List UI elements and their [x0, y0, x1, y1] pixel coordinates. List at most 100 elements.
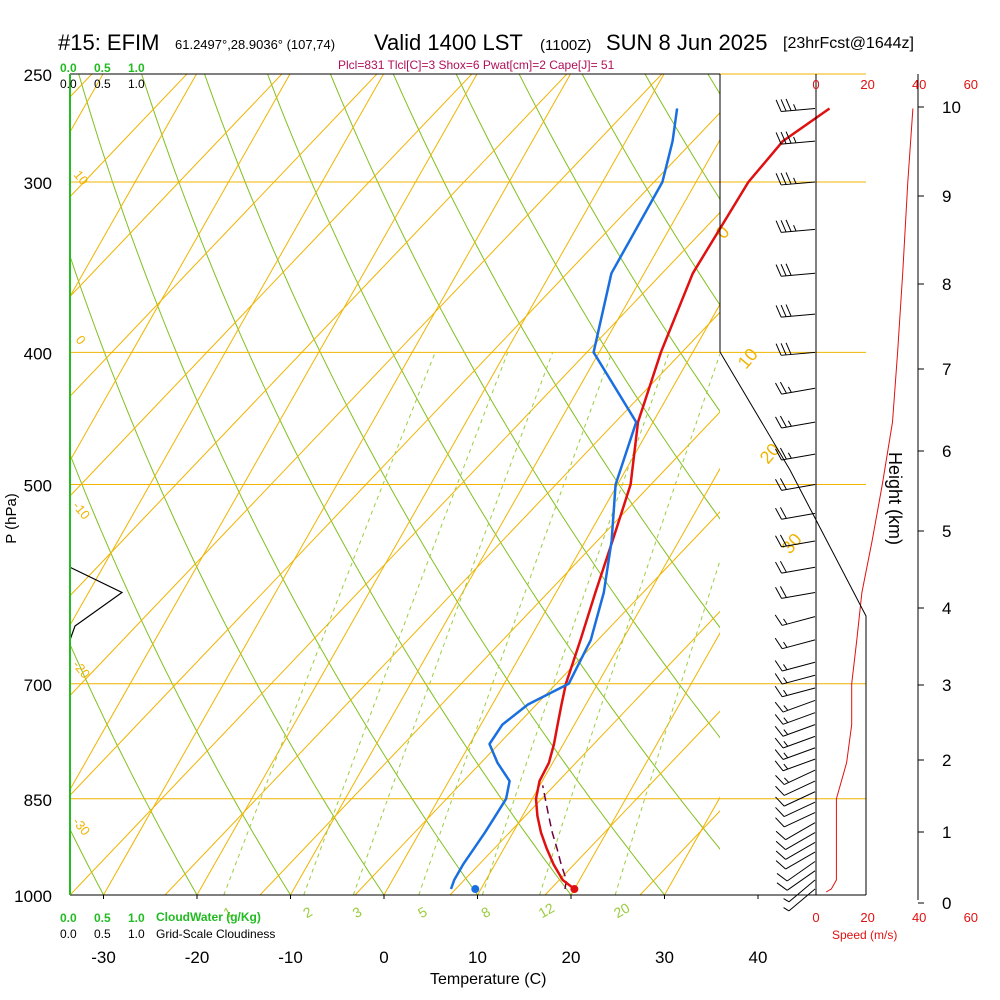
wind-barb-staff	[785, 851, 816, 870]
wind-barb-flag	[779, 586, 787, 598]
wind-barb-flag	[775, 173, 782, 186]
wind-barb-flag	[774, 685, 783, 698]
dry-adiabat	[518, 74, 720, 413]
wind-speed-tick-bottom: 0	[812, 910, 819, 925]
temperature-tick-label: 40	[749, 948, 768, 967]
wind-barb-staff	[783, 791, 816, 807]
isotherm	[758, 50, 1000, 895]
forecast-info: [23hrFcst@1644z]	[783, 35, 914, 52]
isotherm	[70, 74, 104, 134]
wind-barb-flag	[779, 560, 787, 573]
wind-barb	[774, 637, 816, 650]
isotherm	[0, 50, 23, 895]
wind-barb-staff	[786, 870, 816, 891]
wind-barb-staff	[781, 313, 816, 318]
wind-barb-half	[787, 452, 792, 459]
wind-barb-flag	[785, 342, 792, 355]
pressure-tick-label: 300	[24, 174, 52, 193]
isotherm	[196, 74, 665, 895]
cloudwater-tick-label: 1.0	[128, 77, 145, 91]
mixing-ratio-line	[223, 352, 436, 895]
grid-diagonal	[70, 74, 283, 298]
wind-barb-staff	[782, 712, 816, 725]
cloudwater-tick-label: 1.0	[128, 927, 145, 941]
wind-barb-half	[787, 420, 792, 427]
isotherm	[70, 74, 385, 627]
station-title: #15: EFIM	[58, 30, 160, 55]
wind-barb-half	[793, 104, 797, 111]
mixing-ratio-line	[418, 352, 613, 895]
pressure-tick-label: 1000	[14, 887, 52, 906]
wind-speed-tick-bottom: 60	[964, 910, 978, 925]
temperature-tick-label: 20	[562, 948, 581, 967]
wind-barb-staff	[785, 822, 816, 841]
dry-adiabat	[581, 74, 720, 306]
wind-barb-half	[783, 664, 788, 671]
dry-adiabat	[455, 74, 720, 520]
wind-barb-staff	[782, 687, 816, 698]
temperature-tick-label: -10	[278, 948, 303, 967]
grid-diagonal	[544, 710, 720, 895]
isotherm-label: 10	[734, 344, 762, 372]
wind-barb-staff	[788, 879, 816, 903]
wind-barb-staff	[785, 832, 816, 851]
wind-barb-staff	[788, 888, 816, 912]
wind-speed-label: Speed (m/s)	[832, 928, 898, 942]
mixing-ratio-line	[352, 352, 554, 895]
grid-diagonal	[259, 411, 720, 895]
wind-barb-flag	[779, 534, 787, 547]
dry-adiabat	[329, 74, 720, 739]
grid-lines	[0, 0, 1000, 895]
isotherm	[70, 74, 478, 791]
temperature-tick-label: 30	[655, 948, 674, 967]
dry-adiabat	[0, 50, 10, 895]
wind-barb	[775, 342, 816, 356]
isotherm	[103, 74, 572, 895]
grid-diagonal	[830, 0, 1000, 895]
mixing-ratio-line	[614, 559, 720, 895]
valid-time: Valid 1400 LST	[374, 30, 523, 55]
cloudwater-tick-label: 0.0	[60, 911, 77, 925]
wind-barb	[783, 888, 816, 912]
pressure-tick-label: 700	[24, 676, 52, 695]
dry-adiabat	[266, 74, 720, 850]
wind-barb-flag	[779, 447, 787, 460]
wind-barb-flag	[785, 172, 792, 185]
wind-barb-flag	[775, 535, 782, 548]
dry-adiabat	[707, 74, 720, 96]
wind-barb-half	[783, 618, 788, 625]
wind-barb-staff	[781, 351, 816, 356]
height-tick-label: 3	[942, 676, 951, 695]
wind-barb-staff	[781, 140, 816, 145]
grid-diagonal	[70, 74, 188, 198]
wind-barb-staff	[781, 484, 816, 491]
wind-barb	[775, 219, 816, 233]
cloudwater-tick-label: 1.0	[128, 911, 145, 925]
surface-temperature-point	[570, 885, 579, 894]
wind-barb-staff	[781, 272, 816, 277]
wind-barb-flag	[775, 785, 785, 796]
wind-barb	[774, 699, 816, 713]
wind-speed-profile	[825, 108, 914, 893]
grid-diagonal	[70, 112, 720, 796]
wind-barb-flag	[785, 98, 792, 111]
wind-barb-staff	[783, 780, 816, 796]
wind-barb-flag	[776, 873, 788, 882]
wind-barb-flag	[774, 637, 783, 649]
wind-barb	[775, 131, 816, 145]
axes	[69, 73, 867, 896]
wind-barb-staff	[782, 724, 816, 737]
grid-diagonal	[70, 211, 720, 895]
wind-barb-half	[783, 741, 789, 747]
wind-barb-staff	[782, 747, 816, 760]
wind-barb	[774, 724, 816, 737]
isotherm	[290, 138, 720, 895]
dry-adiabat	[203, 74, 665, 895]
mixing-ratio-label: 12	[535, 899, 557, 921]
isotherm-label: 0	[73, 332, 89, 347]
wind-speed-tick-top: 20	[860, 77, 874, 92]
wind-barb-flag	[774, 673, 783, 685]
isotherm-label: -10	[70, 498, 94, 522]
wind-barb-flag	[780, 131, 787, 144]
